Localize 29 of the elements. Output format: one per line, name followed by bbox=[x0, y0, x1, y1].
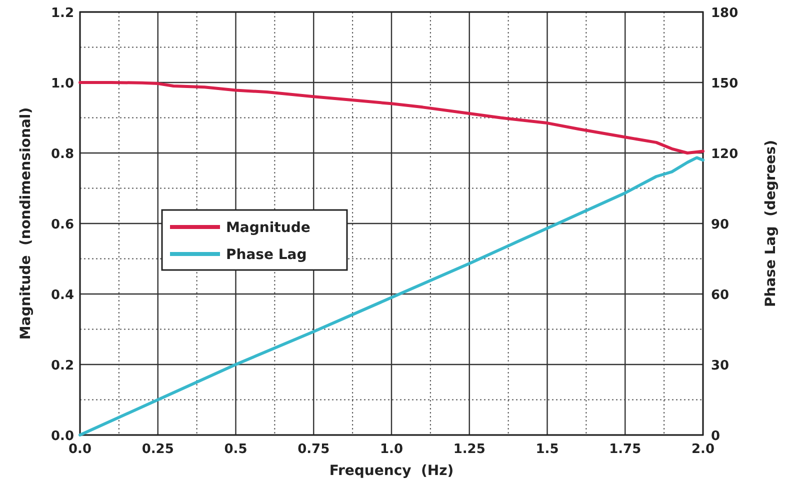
y-tick-label: 1.0 bbox=[50, 76, 74, 92]
y2-tick-label: 30 bbox=[711, 358, 730, 374]
y2-axis-title: Phase Lag (degrees) bbox=[763, 140, 779, 308]
y-tick-label: 0.0 bbox=[50, 429, 74, 444]
legend-label: Phase Lag bbox=[226, 247, 307, 263]
y-tick-label: 1.2 bbox=[50, 6, 74, 21]
legend-label: Magnitude bbox=[226, 220, 310, 236]
y2-tick-label: 150 bbox=[711, 76, 738, 92]
y2-tick-label: 120 bbox=[711, 147, 738, 162]
x-tick-label: 0.25 bbox=[142, 442, 174, 457]
x-tick-label: 1.0 bbox=[380, 442, 404, 457]
y-tick-label: 0.6 bbox=[50, 218, 74, 232]
x-tick-label: 1.75 bbox=[609, 442, 642, 457]
x-tick-label: 0.75 bbox=[298, 442, 330, 457]
y2-tick-label: 90 bbox=[711, 218, 730, 232]
x-axis-title: Frequency (Hz) bbox=[329, 463, 454, 479]
y-axis-title: Magnitude (nondimensional) bbox=[18, 107, 34, 340]
y2-tick-label: 180 bbox=[711, 6, 738, 21]
x-tick-label: 1.25 bbox=[453, 442, 486, 457]
y-tick-label: 0.4 bbox=[50, 288, 74, 303]
y-tick-label: 0.2 bbox=[50, 358, 74, 374]
line-series bbox=[78, 81, 704, 154]
x-tick-label: 2.0 bbox=[691, 442, 715, 457]
x-tick-label: 0.0 bbox=[68, 442, 92, 457]
y2-tick-label: 0 bbox=[711, 429, 720, 444]
y2-tick-label: 60 bbox=[711, 288, 730, 303]
x-tick-label: 1.5 bbox=[536, 442, 559, 457]
y-tick-label: 0.8 bbox=[50, 147, 74, 162]
x-tick-label: 0.5 bbox=[224, 442, 248, 457]
